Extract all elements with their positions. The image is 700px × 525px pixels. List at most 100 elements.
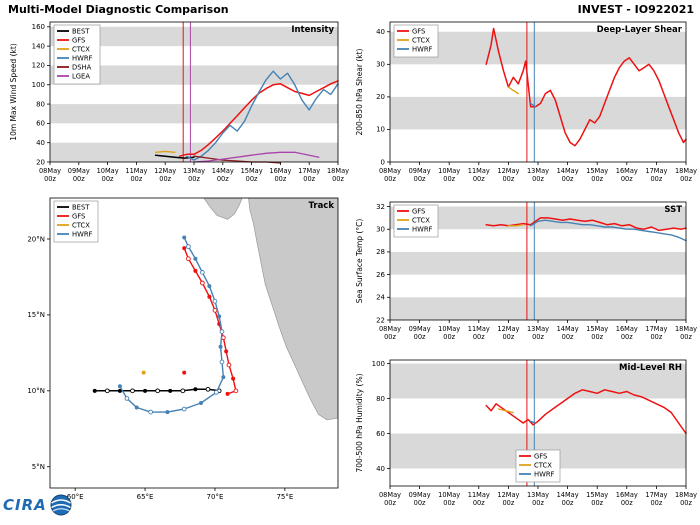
svg-text:70°E: 70°E xyxy=(207,493,224,501)
svg-text:00z: 00z xyxy=(73,175,85,183)
svg-text:13May: 13May xyxy=(527,325,549,333)
svg-text:12May: 12May xyxy=(497,167,519,175)
svg-text:08May: 08May xyxy=(39,167,61,175)
svg-text:11May: 11May xyxy=(125,167,147,175)
svg-text:00z: 00z xyxy=(532,499,544,507)
svg-text:00z: 00z xyxy=(414,175,426,183)
svg-text:00z: 00z xyxy=(443,333,455,341)
svg-text:16May: 16May xyxy=(616,491,638,499)
svg-text:14May: 14May xyxy=(557,325,579,333)
svg-text:140: 140 xyxy=(32,42,45,50)
svg-text:17May: 17May xyxy=(645,325,667,333)
svg-text:00z: 00z xyxy=(217,175,229,183)
track-map: 5°N 10°N 15°N 20°N 60°E 65°E 70°E 75°E Track BEST… xyxy=(27,197,339,501)
svg-text:00z: 00z xyxy=(591,333,603,341)
svg-text:14May: 14May xyxy=(557,491,579,499)
svg-text:00z: 00z xyxy=(44,175,56,183)
svg-text:5°N: 5°N xyxy=(32,463,45,471)
svg-text:13May: 13May xyxy=(183,167,205,175)
svg-text:10May: 10May xyxy=(97,167,119,175)
svg-text:17May: 17May xyxy=(645,491,667,499)
svg-text:09May: 09May xyxy=(68,167,90,175)
svg-text:00z: 00z xyxy=(591,175,603,183)
svg-text:15°N: 15°N xyxy=(27,311,45,319)
svg-text:00z: 00z xyxy=(473,499,485,507)
svg-text:12May: 12May xyxy=(497,491,519,499)
svg-text:16May: 16May xyxy=(616,325,638,333)
svg-text:GFS: GFS xyxy=(72,213,85,221)
svg-text:17May: 17May xyxy=(645,167,667,175)
svg-text:08May: 08May xyxy=(379,167,401,175)
svg-text:00z: 00z xyxy=(621,499,633,507)
svg-text:00z: 00z xyxy=(130,175,142,183)
svg-text:BEST: BEST xyxy=(72,204,90,212)
svg-text:160: 160 xyxy=(32,23,45,31)
svg-text:14May: 14May xyxy=(212,167,234,175)
svg-text:13May: 13May xyxy=(527,491,549,499)
svg-text:30: 30 xyxy=(376,61,385,69)
svg-text:09May: 09May xyxy=(409,167,431,175)
intensity-chart: 2040608010012014016008May00z09May00z10Ma… xyxy=(9,21,349,183)
svg-text:80: 80 xyxy=(376,395,385,403)
svg-text:00z: 00z xyxy=(562,175,574,183)
svg-text:09May: 09May xyxy=(409,325,431,333)
svg-text:24: 24 xyxy=(376,294,385,302)
svg-text:00z: 00z xyxy=(384,333,396,341)
svg-text:00z: 00z xyxy=(562,333,574,341)
svg-text:10May: 10May xyxy=(438,325,460,333)
svg-text:Sea Surface Temp (°C): Sea Surface Temp (°C) xyxy=(355,219,364,304)
svg-text:GFS: GFS xyxy=(72,37,85,45)
svg-text:00z: 00z xyxy=(159,175,171,183)
svg-text:00z: 00z xyxy=(473,333,485,341)
svg-text:100: 100 xyxy=(372,360,385,368)
svg-text:15May: 15May xyxy=(586,491,608,499)
svg-text:11May: 11May xyxy=(468,167,490,175)
svg-text:00z: 00z xyxy=(443,499,455,507)
svg-text:08May: 08May xyxy=(379,325,401,333)
svg-text:0: 0 xyxy=(381,158,385,166)
svg-text:CTCX: CTCX xyxy=(412,37,430,45)
svg-text:00z: 00z xyxy=(650,333,662,341)
cira-globe-icon xyxy=(50,494,72,516)
svg-text:60: 60 xyxy=(376,430,385,438)
svg-text:00z: 00z xyxy=(621,175,633,183)
svg-text:00z: 00z xyxy=(502,175,514,183)
svg-text:200-850 hPa Shear (kt): 200-850 hPa Shear (kt) xyxy=(355,48,364,135)
svg-text:00z: 00z xyxy=(102,175,114,183)
svg-text:Mid-Level RH: Mid-Level RH xyxy=(619,363,682,373)
svg-text:00z: 00z xyxy=(502,499,514,507)
svg-text:00z: 00z xyxy=(414,499,426,507)
svg-text:CTCX: CTCX xyxy=(534,462,552,470)
svg-text:00z: 00z xyxy=(384,499,396,507)
svg-text:Track: Track xyxy=(309,201,335,211)
svg-text:00z: 00z xyxy=(188,175,200,183)
sst-chart: 22242628303208May00z09May00z10May00z11Ma… xyxy=(355,201,697,341)
svg-text:00z: 00z xyxy=(246,175,258,183)
svg-text:HWRF: HWRF xyxy=(72,231,93,239)
svg-text:75°E: 75°E xyxy=(276,493,293,501)
svg-text:00z: 00z xyxy=(591,499,603,507)
svg-text:HWRF: HWRF xyxy=(412,226,433,234)
svg-text:00z: 00z xyxy=(680,499,692,507)
svg-text:20: 20 xyxy=(36,158,45,166)
cira-logo-text: CIRA xyxy=(3,496,47,514)
svg-text:18May: 18May xyxy=(675,491,697,499)
svg-text:00z: 00z xyxy=(532,333,544,341)
svg-text:60°E: 60°E xyxy=(67,493,84,501)
svg-text:SST: SST xyxy=(664,205,682,215)
svg-text:40: 40 xyxy=(376,28,385,36)
svg-text:700-500 hPa Humidity (%): 700-500 hPa Humidity (%) xyxy=(355,373,364,472)
svg-text:00z: 00z xyxy=(621,333,633,341)
svg-text:CTCX: CTCX xyxy=(72,222,90,230)
svg-text:11May: 11May xyxy=(468,325,490,333)
svg-text:00z: 00z xyxy=(443,175,455,183)
main-title: Multi-Model Diagnostic Comparison xyxy=(8,3,229,16)
svg-text:00z: 00z xyxy=(562,499,574,507)
svg-text:32: 32 xyxy=(376,203,385,211)
svg-text:16May: 16May xyxy=(269,167,291,175)
svg-text:09May: 09May xyxy=(409,491,431,499)
svg-text:DSHA: DSHA xyxy=(72,64,92,72)
svg-text:15May: 15May xyxy=(586,167,608,175)
svg-text:13May: 13May xyxy=(527,167,549,175)
svg-text:17May: 17May xyxy=(298,167,320,175)
